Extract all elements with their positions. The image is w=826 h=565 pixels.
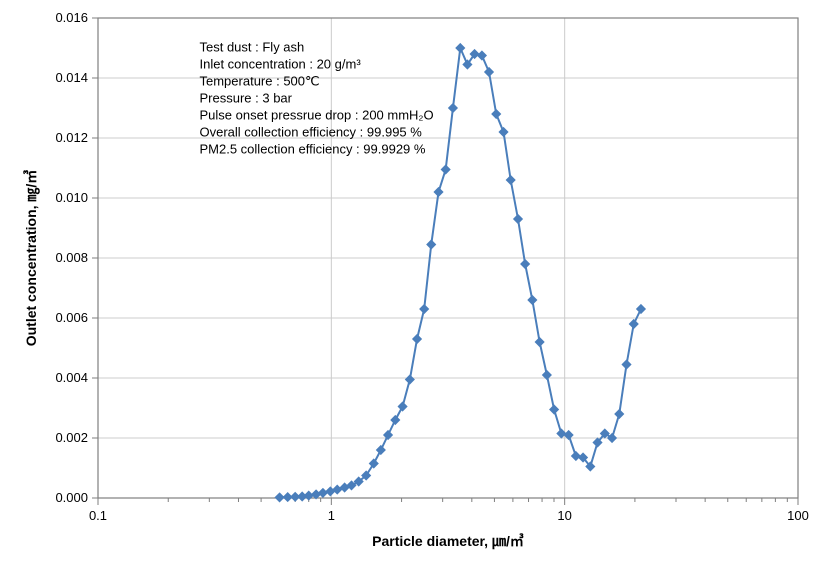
y-tick-label: 0.000: [55, 490, 88, 505]
y-tick-label: 0.002: [55, 430, 88, 445]
y-tick-label: 0.008: [55, 250, 88, 265]
y-tick-label: 0.016: [55, 10, 88, 25]
info-line: Inlet concentration : 20 g/m³: [200, 57, 362, 72]
y-tick-label: 0.006: [55, 310, 88, 325]
y-axis-label: Outlet concentration, ㎎/㎥: [23, 170, 41, 347]
y-tick-label: 0.014: [55, 70, 88, 85]
info-line: PM2.5 collection efficiency : 99.9929 %: [200, 142, 426, 157]
info-line: Temperature : 500℃: [200, 74, 320, 89]
y-tick-label: 0.012: [55, 130, 88, 145]
info-line: Pressure : 3 bar: [200, 91, 293, 106]
info-line: Pulse onset pressrue drop : 200 mmH₂O: [200, 108, 434, 123]
x-tick-label: 100: [787, 508, 809, 523]
info-line: Overall collection efficiency : 99.995 %: [200, 125, 423, 140]
x-tick-label: 0.1: [89, 508, 107, 523]
y-tick-label: 0.010: [55, 190, 88, 205]
x-axis-label: Particle diameter, ㎛/㎥: [372, 533, 524, 551]
info-line: Test dust : Fly ash: [200, 40, 305, 55]
x-tick-label: 10: [557, 508, 571, 523]
outlet-concentration-chart: 0.000 0.002 0.004 0.006 0.008 0.010 0.012 0.014…: [0, 0, 826, 565]
y-tick-label: 0.004: [55, 370, 88, 385]
x-tick-label: 1: [328, 508, 335, 523]
